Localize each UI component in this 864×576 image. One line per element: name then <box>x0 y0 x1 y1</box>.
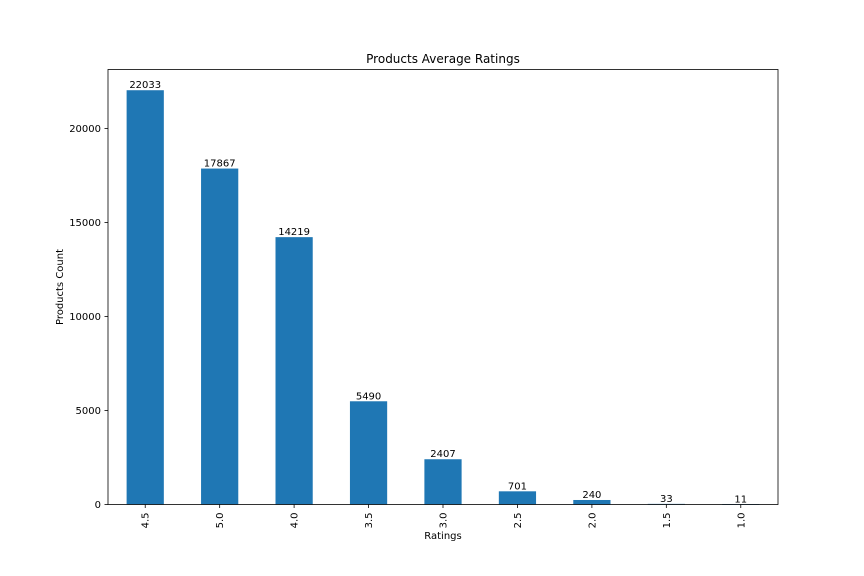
x-tick-label-5.0: 5.0 <box>215 513 226 529</box>
bar-3.5 <box>349 401 388 505</box>
value-label-2.0: 240 <box>582 490 601 501</box>
y-tick-label-20000: 20000 <box>69 124 101 135</box>
x-tick-label-2.5: 2.5 <box>513 513 524 529</box>
value-label-4.5: 22033 <box>129 80 161 91</box>
bar-3.0 <box>424 459 462 505</box>
value-label-5.0: 17867 <box>204 159 236 170</box>
value-label-1.5: 33 <box>660 494 673 505</box>
bar-4.0 <box>275 237 313 505</box>
bar-2.0 <box>573 499 611 505</box>
value-label-3.0: 2407 <box>430 449 455 460</box>
x-tick-label-4.0: 4.0 <box>290 513 301 529</box>
x-tick-label-1.0: 1.0 <box>736 513 747 529</box>
value-label-3.5: 5490 <box>356 391 381 402</box>
y-tick-label-10000: 10000 <box>69 312 101 323</box>
x-tick-label-2.0: 2.0 <box>587 513 598 529</box>
bars-group <box>126 90 760 505</box>
value-labels-group: 22033 17867 14219 5490 2407 701 240 33 11 <box>129 80 747 505</box>
y-tick-label-5000: 5000 <box>76 406 101 417</box>
x-tick-label-4.5: 4.5 <box>141 513 152 529</box>
x-tick-label-3.5: 3.5 <box>364 513 375 529</box>
value-label-1.0: 11 <box>734 494 747 505</box>
y-axis: 0 5000 10000 15000 20000 <box>69 124 108 511</box>
value-label-4.0: 14219 <box>278 227 310 238</box>
x-axis: 4.5 5.0 4.0 3.5 3.0 2.5 2.0 1.5 1.0 <box>141 504 747 529</box>
x-tick-label-1.5: 1.5 <box>662 513 673 529</box>
x-tick-label-3.0: 3.0 <box>439 513 450 529</box>
chart-title: Products Average Ratings <box>366 52 520 66</box>
y-tick-label-15000: 15000 <box>69 218 101 229</box>
value-label-2.5: 701 <box>508 481 527 492</box>
plot-frame <box>107 69 779 505</box>
bar-5.0 <box>201 168 239 505</box>
bar-2.5 <box>498 491 537 505</box>
y-axis-label: Products Count <box>55 249 66 325</box>
bar-4.5 <box>126 90 164 505</box>
x-axis-label: Ratings <box>424 531 461 542</box>
y-tick-label-0: 0 <box>95 500 101 511</box>
